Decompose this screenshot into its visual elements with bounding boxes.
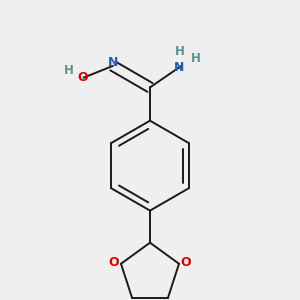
Text: N: N <box>174 61 184 74</box>
Text: H: H <box>174 45 184 58</box>
Text: O: O <box>109 256 119 269</box>
Text: H: H <box>191 52 201 65</box>
Text: O: O <box>181 256 191 269</box>
Text: H: H <box>64 64 74 77</box>
Text: N: N <box>108 56 118 69</box>
Text: O: O <box>77 71 88 84</box>
